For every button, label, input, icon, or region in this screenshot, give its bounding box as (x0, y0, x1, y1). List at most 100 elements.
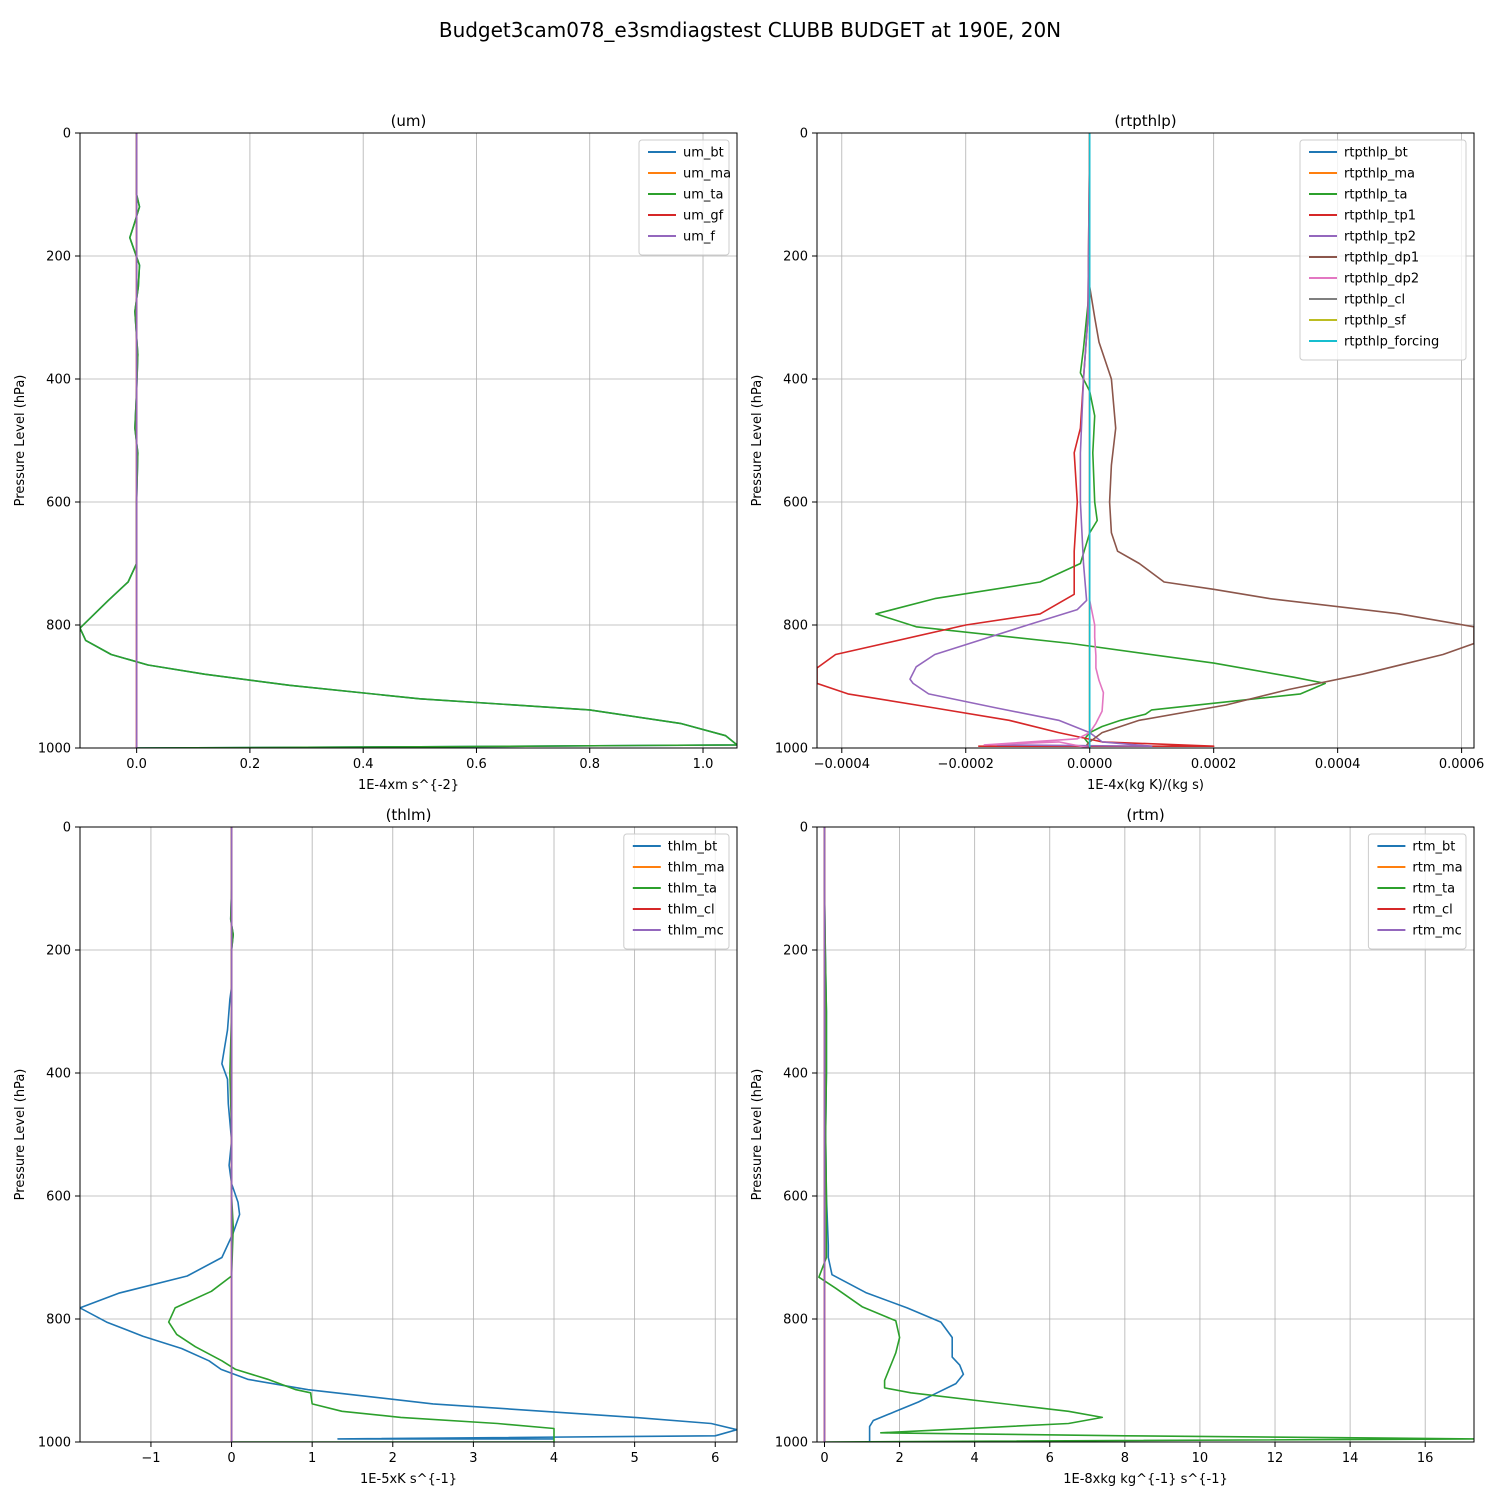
x-tick-label: −0.0004 (814, 757, 870, 772)
x-tick-label: 12 (1267, 1451, 1284, 1466)
legend-label-thlm-cl: thlm_cl (668, 903, 715, 918)
series-line-thlm-bt (80, 827, 737, 1440)
legend-label-rtm-cl: rtm_cl (1412, 903, 1452, 918)
legend-label-rtm-ta: rtm_ta (1412, 882, 1455, 897)
y-tick-label: 400 (46, 1067, 71, 1082)
legend-label-thlm-ma: thlm_ma (668, 861, 725, 876)
y-tick-label: 1000 (775, 1436, 808, 1451)
x-tick-label: 1.0 (693, 757, 714, 772)
x-tick-label: 4 (971, 1451, 979, 1466)
panel-title: (rtpthlp) (1114, 112, 1176, 130)
y-tick-label: 0 (800, 821, 808, 836)
x-tick-label: 0.0 (126, 757, 147, 772)
panel-rtm: 0 2 4 6 8 10 12 14 16 0 200 400 600 800 1000 (rtm) 1E-8x… (750, 806, 1475, 1487)
legend: thlm_bt thlm_ma thlm_ta thlm_cl thlm_mc (623, 833, 730, 950)
legend-label-rtpthlp-tp2: rtpthlp_tp2 (1344, 230, 1416, 245)
x-tick-label: 0 (820, 1451, 828, 1466)
y-tick-label: 800 (46, 619, 71, 634)
legend-box (1367, 833, 1467, 950)
legend-label-rtpthlp-forcing: rtpthlp_forcing (1344, 335, 1439, 350)
y-tick-label: 200 (46, 944, 71, 959)
x-tick-label: 0.0000 (1067, 757, 1113, 772)
x-tick-label: −0.0002 (938, 757, 994, 772)
series-line-rtm-bt (823, 827, 965, 1442)
plot-area-frame (79, 132, 738, 749)
y-tick-label: 600 (46, 496, 71, 511)
x-tick-label: 0 (227, 1451, 235, 1466)
y-tick-label: 800 (783, 619, 808, 634)
series-line-rtpthlp-tp2 (909, 133, 1153, 747)
x-tick-label: 2 (389, 1451, 397, 1466)
x-tick-label: 4 (550, 1451, 558, 1466)
plot-area-frame (816, 132, 1475, 749)
panel-thlm: −1 0 1 2 3 4 5 6 0 200 400 600 800 1000 (thlm) 1E-5xK s… (13, 806, 738, 1487)
series-line-rtpthlp-ta (875, 133, 1326, 746)
panel-title: (rtm) (1126, 806, 1164, 824)
panel-um: 0.0 0.2 0.4 0.6 0.8 1.0 0 200 400 600 800 1000 (um) 1… (13, 112, 738, 793)
legend: rtpthlp_bt rtpthlp_ma rtpthlp_ta rtpthlp_tp… (1299, 139, 1467, 361)
y-tick-label: 200 (46, 250, 71, 265)
series-line-rtpthlp-dp2 (983, 133, 1105, 748)
x-tick-label: 10 (1192, 1451, 1209, 1466)
y-tick-label: 600 (783, 1190, 808, 1205)
y-axis-label: Pressure Level (hPa) (13, 1069, 28, 1201)
legend-label-rtpthlp-ta: rtpthlp_ta (1344, 188, 1407, 203)
legend-box (1299, 139, 1467, 361)
x-tick-label: 5 (630, 1451, 638, 1466)
legend-label-rtm-ma: rtm_ma (1412, 861, 1462, 876)
legend-label-rtpthlp-bt: rtpthlp_bt (1344, 146, 1408, 161)
x-tick-label: 8 (1121, 1451, 1129, 1466)
x-tick-label: 0.8 (579, 757, 600, 772)
legend-label-um-ma: um_ma (683, 167, 731, 182)
x-tick-label: 0.0004 (1315, 757, 1361, 772)
x-tick-label: 3 (469, 1451, 477, 1466)
panel-title: (thlm) (386, 806, 432, 824)
y-tick-label: 200 (783, 944, 808, 959)
series-line-um-bt (80, 133, 737, 748)
x-tick-label: 0.0002 (1191, 757, 1237, 772)
legend-label-um-ta: um_ta (683, 188, 723, 203)
x-tick-label: 0.2 (240, 757, 261, 772)
x-axis-label: 1E-5xK s^{-1} (360, 1472, 457, 1487)
y-tick-label: 400 (783, 1067, 808, 1082)
legend-label-rtpthlp-sf: rtpthlp_sf (1344, 314, 1406, 329)
x-tick-label: 1 (308, 1451, 316, 1466)
x-tick-label: 0.0006 (1439, 757, 1485, 772)
panel-title: (um) (391, 112, 427, 130)
legend-label-thlm-mc: thlm_mc (668, 924, 724, 939)
legend-label-rtpthlp-dp1: rtpthlp_dp1 (1344, 251, 1419, 266)
plot-area-frame (79, 826, 738, 1443)
series-line-rtpthlp-dp1 (1086, 133, 1474, 746)
legend-label-um-f: um_f (683, 230, 715, 245)
legend-box (623, 833, 730, 950)
y-tick-label: 800 (783, 1313, 808, 1328)
legend-box (638, 139, 730, 256)
y-tick-label: 600 (783, 496, 808, 511)
y-tick-label: 800 (46, 1313, 71, 1328)
series-line-thlm-ta (167, 827, 555, 1442)
legend-label-rtpthlp-ma: rtpthlp_ma (1344, 167, 1415, 182)
legend-label-um-gf: um_gf (683, 209, 724, 224)
x-tick-label: −1 (141, 1451, 160, 1466)
legend: rtm_bt rtm_ma rtm_ta rtm_cl rtm_mc (1367, 833, 1467, 950)
y-tick-label: 200 (783, 250, 808, 265)
series-line-rtpthlp-tp1 (817, 133, 1215, 747)
x-tick-label: 0.4 (353, 757, 374, 772)
y-axis-label: Pressure Level (hPa) (13, 375, 28, 507)
legend-label-thlm-ta: thlm_ta (668, 882, 717, 897)
legend-label-rtpthlp-dp2: rtpthlp_dp2 (1344, 272, 1419, 287)
y-tick-label: 1000 (38, 742, 71, 757)
x-tick-label: 14 (1342, 1451, 1359, 1466)
x-tick-label: 6 (711, 1451, 719, 1466)
x-tick-label: 6 (1046, 1451, 1054, 1466)
y-tick-label: 1000 (775, 742, 808, 757)
y-axis-label: Pressure Level (hPa) (750, 1069, 765, 1201)
legend-label-rtm-mc: rtm_mc (1412, 924, 1461, 939)
legend-label-rtm-bt: rtm_bt (1412, 840, 1455, 855)
figure-title: Budget3cam078_e3smdiagstest CLUBB BUDGET… (439, 18, 1061, 42)
x-tick-label: 0.6 (466, 757, 487, 772)
panel-rtpthlp: −0.0004 −0.0002 0.0000 0.0002 0.0004 0.0006 0 2… (750, 112, 1484, 793)
series-line-um-ta (80, 133, 737, 748)
x-axis-label: 1E-4x(kg K)/(kg s) (1087, 778, 1204, 793)
